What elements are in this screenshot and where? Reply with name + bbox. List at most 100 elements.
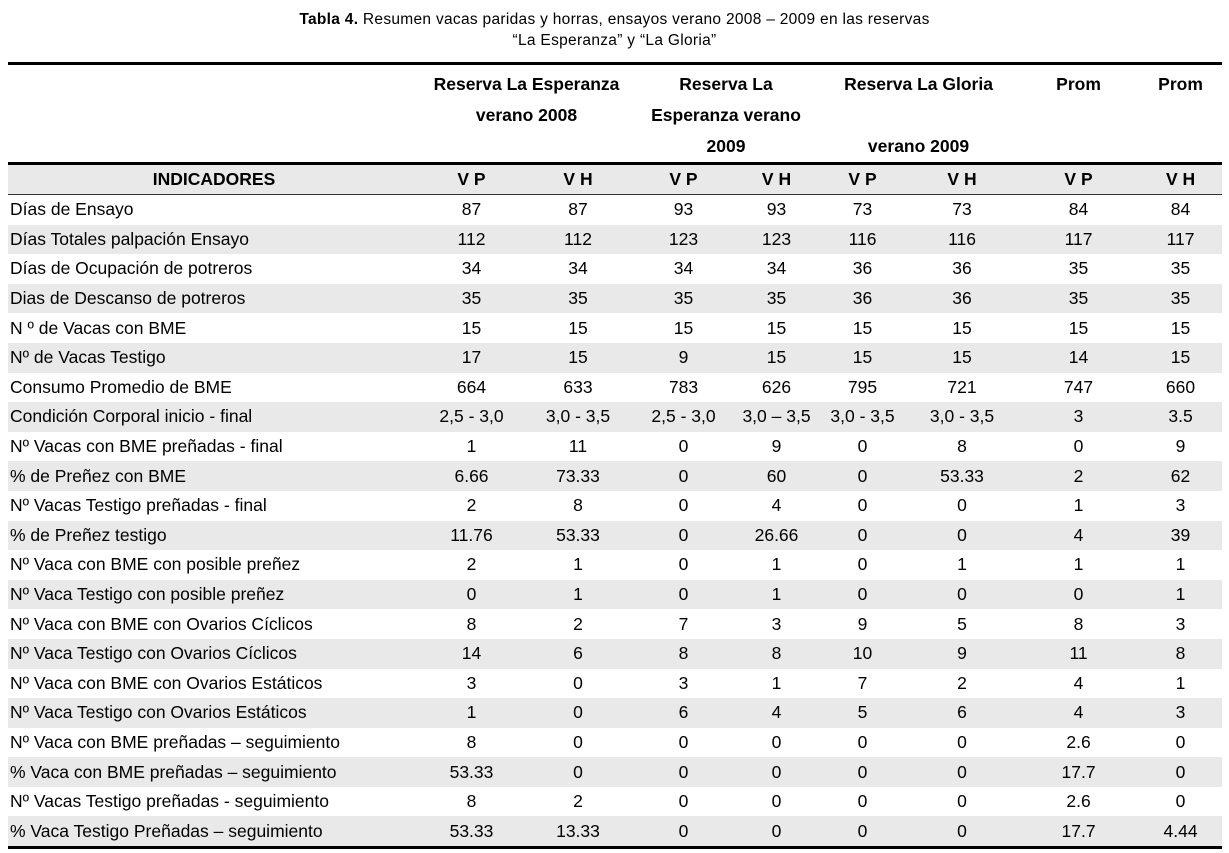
value-cell: 11 <box>1069 643 1088 664</box>
value-cell: 9 <box>678 347 689 368</box>
caption-line1: Tabla 4. Resumen vacas paridas y horras,… <box>0 9 1229 30</box>
value-cell: 0 <box>957 761 967 782</box>
value-cell: 62 <box>1170 465 1191 486</box>
indicator-cell: % de Preñez testigo <box>10 524 167 545</box>
value-cell: 15 <box>461 317 482 338</box>
group-header-prom-vh: Prom <box>1139 63 1223 165</box>
value-cell: 35 <box>1068 258 1089 279</box>
indicator-cell: Nº Vaca con BME con Ovarios Cíclicos <box>10 613 313 634</box>
value-cell: 117 <box>1166 228 1195 249</box>
value-cell: 3 <box>1175 495 1186 516</box>
table-row: Días de Ensayo 87 87 93 93 73 73 84 84 <box>8 195 1222 225</box>
column-header-row: INDICADORES V P V H V P V H V P V H V P … <box>8 163 1223 195</box>
value-cell: 0 <box>678 495 689 516</box>
value-cell: 9 <box>857 613 868 634</box>
value-cell: 6 <box>573 643 583 664</box>
table-row: N º de Vacas con BME 15 15 15 15 15 15 15 15 <box>8 313 1222 343</box>
value-cell: 0 <box>678 731 689 752</box>
value-cell: 17.7 <box>1061 761 1096 782</box>
group-header-prom-vp: Prom <box>1018 63 1140 165</box>
value-cell: 783 <box>668 376 699 397</box>
value-cell: 0 <box>857 761 868 782</box>
value-cell: 2 <box>466 554 477 575</box>
value-cell: 7 <box>678 613 689 634</box>
value-cell: 53.33 <box>940 465 984 486</box>
value-cell: 0 <box>771 761 782 782</box>
value-cell: 0 <box>678 524 689 545</box>
value-cell: 0 <box>573 702 583 723</box>
value-cell: 0 <box>678 584 689 605</box>
value-cell: 2,5 - 3,0 <box>439 406 504 427</box>
indicator-cell: Consumo Promedio de BME <box>10 376 232 397</box>
value-cell: 8 <box>957 436 967 457</box>
value-cell: 39 <box>1170 524 1191 545</box>
indicator-header-cell: INDICADORES <box>8 163 420 195</box>
value-cell: 36 <box>952 258 972 279</box>
value-cell: 0 <box>573 672 583 693</box>
value-cell: 4 <box>1073 524 1084 545</box>
table-row: Nº Vacas con BME preñadas - final 1 11 0 9 0 8… <box>8 432 1222 462</box>
value-cell: 2 <box>957 672 967 693</box>
value-cell: 13.33 <box>556 820 600 841</box>
value-cell: 35 <box>1068 288 1089 309</box>
value-cell: 35 <box>461 288 482 309</box>
value-cell: 93 <box>766 199 787 220</box>
value-cell: 1 <box>771 672 782 693</box>
value-cell: 5 <box>857 702 868 723</box>
table-row: Nº Vacas Testigo preñadas - final 2 8 0 4 0 0 1… <box>8 491 1222 521</box>
value-cell: 0 <box>573 761 583 782</box>
table-row: Condición Corporal inicio - final 2,5 - 3… <box>8 402 1223 432</box>
indicator-cell: Días de Ocupación de potreros <box>10 258 253 279</box>
value-cell: 0 <box>771 791 782 812</box>
value-cell: 14 <box>461 643 482 664</box>
indicator-cell: Nº Vacas Testigo preñadas - seguimiento <box>10 791 329 812</box>
table-row: Días Totales palpación Ensayo 112 112 123 12… <box>8 224 1223 255</box>
value-cell: 3 <box>771 613 782 634</box>
value-cell: 53.33 <box>449 820 494 841</box>
value-cell: 8 <box>466 731 477 752</box>
value-cell: 35 <box>673 288 694 309</box>
value-cell: 3 <box>1175 613 1186 634</box>
value-cell: 84 <box>1068 199 1089 220</box>
value-cell: 17 <box>461 347 482 368</box>
group-header-gloria-2009: Reserva La Gloria verano 2009 <box>819 63 1019 165</box>
value-cell: 660 <box>1165 376 1196 397</box>
value-cell: 721 <box>947 376 977 397</box>
value-cell: 2 <box>573 613 583 634</box>
value-cell: 8 <box>771 643 782 664</box>
value-cell: 9 <box>771 436 782 457</box>
table-row: % de Preñez con BME 6.66 73.33 0 60 0 53.33 2 62 <box>8 461 1223 491</box>
value-cell: 34 <box>766 258 787 279</box>
table-row: Nº Vaca Testigo con posible preñez 0 1 0 1 0 0… <box>8 579 1223 610</box>
column-header-cell: V H <box>906 163 1019 195</box>
value-cell: 3 <box>1073 406 1084 427</box>
indicator-cell: % de Preñez con BME <box>10 465 187 486</box>
table-row: % Vaca con BME preñadas – seguimiento 53.… <box>8 757 1223 787</box>
value-cell: 8 <box>1073 613 1084 634</box>
value-cell: 26.66 <box>754 524 799 545</box>
table-row: % Vaca Testigo Preñadas – seguimiento 53.… <box>8 816 1223 848</box>
table-row: Dias de Descanso de potreros 35 35 35 35 36 36… <box>8 283 1223 314</box>
value-cell: 15 <box>1170 317 1191 338</box>
value-cell: 15 <box>852 317 873 338</box>
value-cell: 15 <box>766 317 787 338</box>
value-cell: 8 <box>466 613 477 634</box>
value-cell: 795 <box>847 376 878 397</box>
column-header-cell: V P <box>819 163 907 195</box>
value-cell: 0 <box>771 820 782 841</box>
value-cell: 2 <box>1073 465 1084 486</box>
value-cell: 35 <box>1170 258 1191 279</box>
value-cell: 112 <box>564 228 592 249</box>
value-cell: 1 <box>466 702 477 723</box>
value-cell: 60 <box>766 465 787 486</box>
value-cell: 0 <box>957 584 967 605</box>
value-cell: 15 <box>1170 347 1191 368</box>
value-cell: 0 <box>678 820 689 841</box>
value-cell: 5 <box>957 613 967 634</box>
value-cell: 633 <box>563 376 593 397</box>
indicator-cell: Días de Ensayo <box>10 199 134 220</box>
value-cell: 4.44 <box>1163 820 1198 841</box>
value-cell: 0 <box>857 791 868 812</box>
column-header-cell: V H <box>523 163 633 195</box>
value-cell: 664 <box>456 376 487 397</box>
